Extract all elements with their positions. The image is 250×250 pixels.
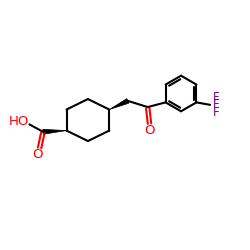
Polygon shape bbox=[109, 99, 129, 110]
Text: O: O bbox=[32, 148, 42, 161]
Text: O: O bbox=[144, 124, 155, 137]
Text: HO: HO bbox=[9, 116, 29, 128]
Text: F: F bbox=[212, 106, 219, 119]
Polygon shape bbox=[43, 129, 66, 134]
Text: F: F bbox=[212, 98, 219, 111]
Text: F: F bbox=[212, 91, 219, 104]
